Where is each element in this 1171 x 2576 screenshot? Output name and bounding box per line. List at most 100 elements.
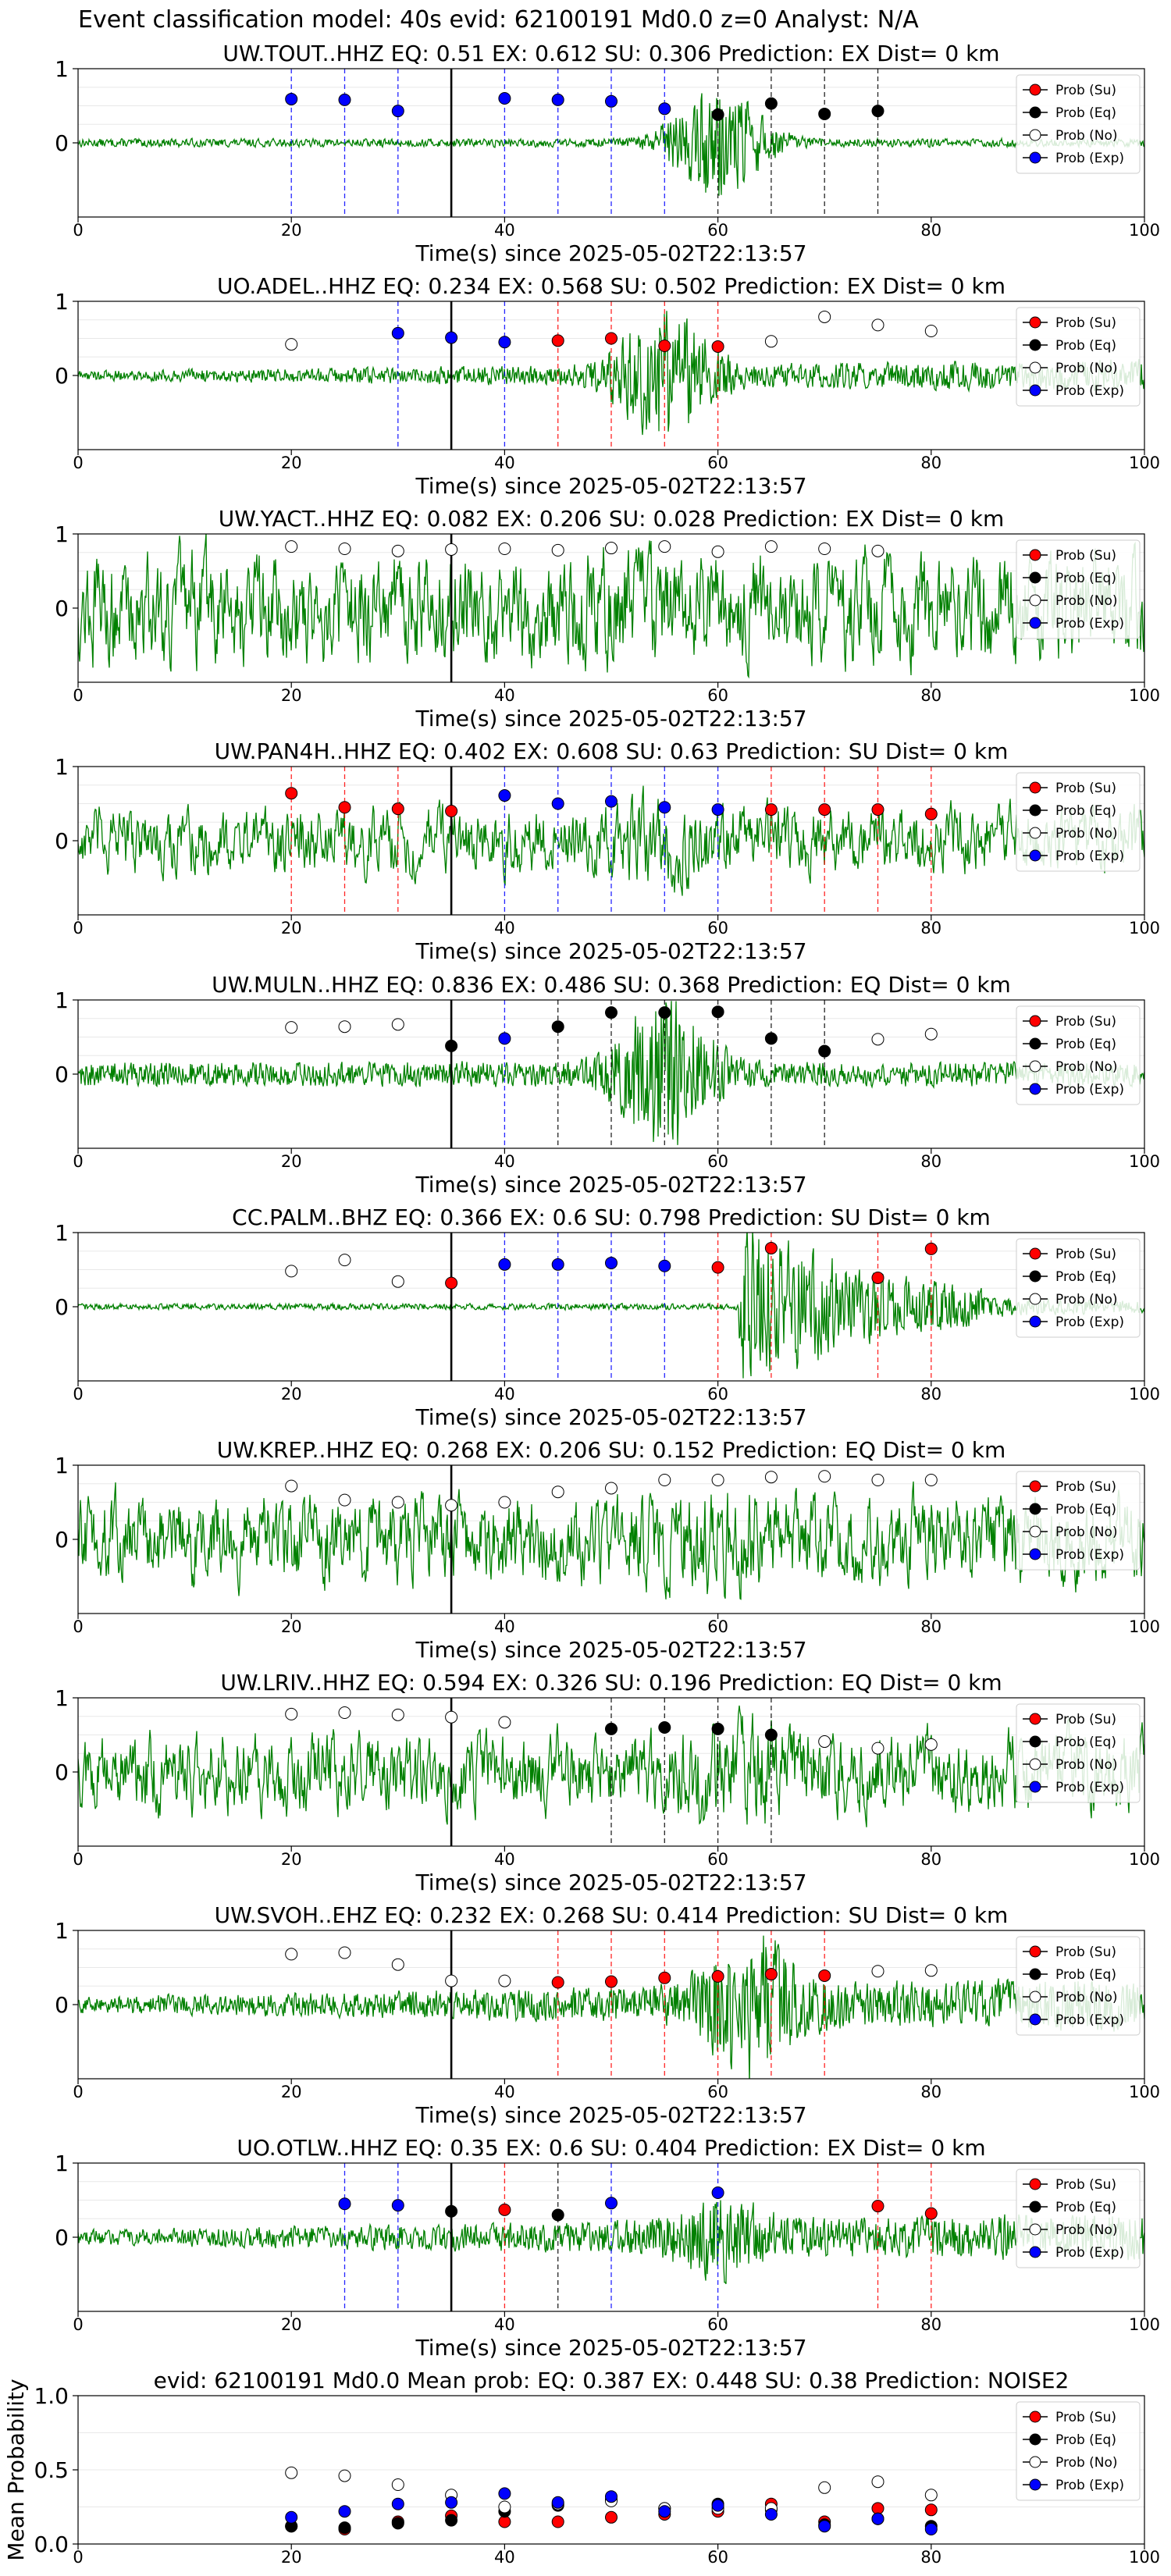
legend-entry: Prob (Su) <box>1055 2410 1116 2425</box>
legend-entry: Prob (No) <box>1055 593 1118 609</box>
legend-box <box>1016 74 1141 174</box>
prob-marker-exp <box>711 803 724 817</box>
legend-box <box>1016 1936 1141 2036</box>
prob-marker-exp <box>498 789 511 802</box>
legend-box <box>1016 1703 1141 1803</box>
prob-marker-su <box>338 801 351 814</box>
legend-marker-exp <box>1029 849 1041 862</box>
y-tick-label: 1 <box>55 987 69 1013</box>
legend-entry: Prob (Su) <box>1055 1247 1116 1262</box>
legend-marker-eq <box>1029 2433 1041 2446</box>
figure-title: Event classification model: 40s evid: 62… <box>78 6 919 34</box>
prob-marker-eq <box>764 1728 778 1742</box>
legend-entry: Prob (Exp) <box>1055 1547 1124 1563</box>
seismic-trace <box>78 1481 1144 1600</box>
prob-marker-exp <box>338 2197 351 2211</box>
prob-marker-eq <box>605 1006 618 1019</box>
x-tick-label: 20 <box>281 2315 302 2334</box>
prob-marker-su <box>445 805 458 817</box>
prob-marker-exp <box>551 93 564 106</box>
x-tick-label: 60 <box>707 686 728 705</box>
legend-marker-exp <box>1029 617 1041 629</box>
mean-prob-marker-no <box>871 2475 884 2489</box>
prob-marker-exp <box>391 105 404 118</box>
legend-entry: Prob (Exp) <box>1055 1780 1124 1795</box>
mean-prob-marker-exp <box>818 2520 831 2533</box>
prob-marker-eq <box>818 1044 831 1058</box>
y-tick-label: 1.0 <box>34 2383 69 2409</box>
x-tick-label: 60 <box>707 1850 728 1869</box>
panel-title: UW.PAN4H..HHZ EQ: 0.402 EX: 0.608 SU: 0.… <box>215 738 1009 764</box>
legend-marker-no <box>1029 1991 1041 2003</box>
mean-prob-marker-su <box>551 2515 564 2528</box>
legend-marker-exp <box>1029 384 1041 397</box>
mean-prob-marker-su <box>924 2503 938 2517</box>
prob-marker-exp <box>498 336 511 349</box>
prob-marker-su <box>711 340 724 353</box>
mean-prob-marker-exp <box>658 2505 671 2518</box>
prob-marker-su <box>551 334 564 347</box>
prob-marker-no <box>391 1496 404 1509</box>
x-tick-label: 80 <box>920 454 941 472</box>
prob-marker-su <box>285 787 298 800</box>
x-tick-label: 60 <box>707 454 728 472</box>
mean-prob-marker-exp <box>498 2487 511 2500</box>
x-tick-label: 0 <box>73 2315 83 2334</box>
x-tick-label: 0 <box>73 221 83 240</box>
x-tick-label: 0 <box>73 686 83 705</box>
mean-prob-marker-su <box>498 2515 511 2528</box>
prob-marker-su <box>818 1969 831 1982</box>
prob-marker-no <box>285 1707 298 1720</box>
x-tick-label: 80 <box>920 2083 941 2101</box>
x-tick-label: 40 <box>494 1850 515 1869</box>
y-tick-label: 0 <box>55 363 69 389</box>
legend-entry: Prob (Su) <box>1055 315 1116 331</box>
x-axis-label: Time(s) since 2025-05-02T22:13:57 <box>415 473 806 499</box>
legend-marker-su <box>1029 1247 1041 1260</box>
prob-marker-su <box>551 1976 564 1989</box>
legend-box <box>1016 2169 1141 2268</box>
legend-marker-exp <box>1029 151 1041 164</box>
prob-marker-eq <box>818 107 831 120</box>
prob-marker-no <box>871 1965 884 1978</box>
prob-marker-no <box>285 540 298 553</box>
prob-marker-no <box>445 1710 458 1724</box>
legend-entry: Prob (No) <box>1055 128 1118 144</box>
legend-marker-eq <box>1029 1735 1041 1748</box>
prob-marker-su <box>764 1241 778 1254</box>
legend-entry: Prob (Su) <box>1055 1712 1116 1727</box>
prob-marker-eq <box>605 1722 618 1735</box>
prob-marker-no <box>445 543 458 556</box>
legend-marker-exp <box>1029 2246 1041 2258</box>
panel-title: UW.MULN..HHZ EQ: 0.836 EX: 0.486 SU: 0.3… <box>212 972 1011 998</box>
mean-prob-marker-exp <box>551 2496 564 2509</box>
prob-marker-no <box>498 1716 511 1729</box>
panel-title: UO.ADEL..HHZ EQ: 0.234 EX: 0.568 SU: 0.5… <box>217 273 1005 299</box>
prob-marker-no <box>818 310 831 323</box>
x-tick-label: 0 <box>73 1152 83 1171</box>
mean-prob-marker-exp <box>605 2490 618 2503</box>
y-tick-label: 0 <box>55 1527 69 1553</box>
x-tick-label: 40 <box>494 454 515 472</box>
prob-marker-no <box>924 1474 938 1486</box>
legend-entry: Prob (Exp) <box>1055 2012 1124 2028</box>
mean-prob-marker-no <box>818 2481 831 2494</box>
x-tick-label: 0 <box>73 2548 83 2567</box>
prob-marker-su <box>498 2203 511 2216</box>
prob-marker-no <box>391 1275 404 1288</box>
x-tick-label: 100 <box>1129 2315 1160 2334</box>
prob-marker-no <box>285 1948 298 1961</box>
prob-marker-exp <box>391 326 404 340</box>
x-tick-label: 80 <box>920 1152 941 1171</box>
x-tick-label: 40 <box>494 2315 515 2334</box>
legend-marker-eq <box>1029 571 1041 584</box>
prob-marker-exp <box>445 331 458 344</box>
prob-marker-su <box>605 332 618 345</box>
prob-marker-su <box>764 803 778 817</box>
x-tick-label: 40 <box>494 2548 515 2567</box>
x-tick-label: 20 <box>281 686 302 705</box>
x-tick-label: 0 <box>73 454 83 472</box>
prob-marker-eq <box>711 108 724 121</box>
